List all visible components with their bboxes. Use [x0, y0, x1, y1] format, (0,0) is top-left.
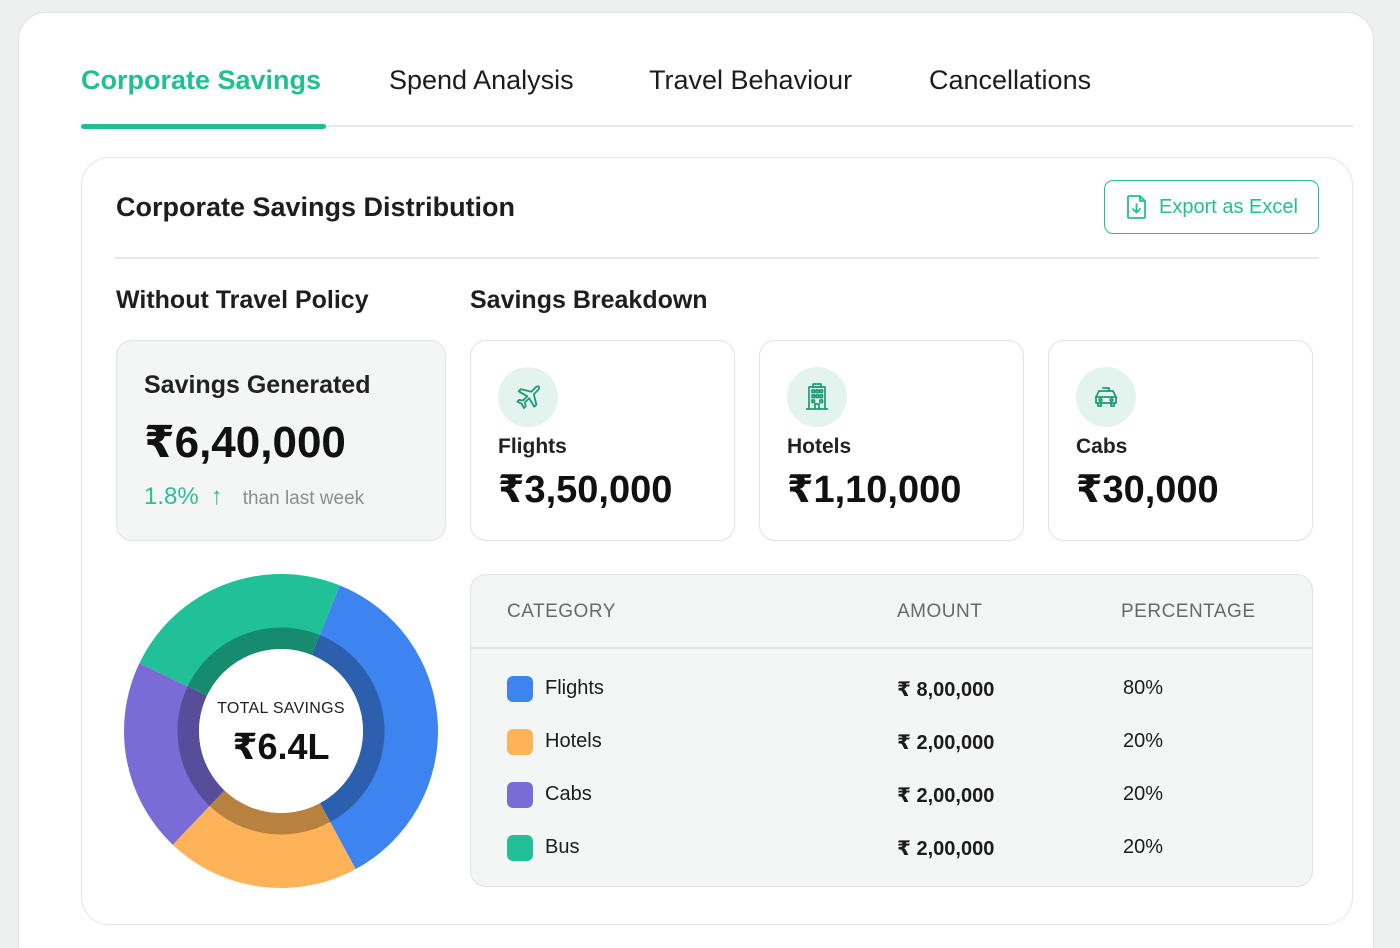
- table-row: Cabs ₹ 2,00,000 20%: [471, 775, 1312, 815]
- panel-divider: [115, 257, 1319, 259]
- tab-bar: Corporate Savings Spend Analysis Travel …: [81, 55, 1353, 129]
- row-amount: ₹ 2,00,000: [897, 785, 995, 807]
- donut-slice-flights[interactable]: [319, 585, 439, 870]
- flights-card-label: Flights: [498, 435, 567, 458]
- tab-spend-analysis[interactable]: Spend Analysis: [389, 65, 574, 95]
- export-button-label: Export as Excel: [1159, 195, 1298, 218]
- table-row: Hotels ₹ 2,00,000 20%: [471, 722, 1312, 762]
- airplane-icon: [516, 385, 541, 409]
- active-tab-indicator: [81, 124, 326, 129]
- building-icon-badge: [787, 367, 847, 427]
- column-header-percentage: PERCENTAGE: [1121, 601, 1256, 622]
- tab-travel-behaviour[interactable]: Travel Behaviour: [649, 65, 853, 95]
- row-amount: ₹ 2,00,000: [897, 838, 995, 860]
- row-category: Cabs: [545, 783, 592, 805]
- legend-swatch: [507, 729, 533, 755]
- category-table: CATEGORY AMOUNT PERCENTAGE Flights ₹ 8,0…: [470, 574, 1313, 887]
- row-percentage: 20%: [1123, 836, 1164, 858]
- savings-breakdown-heading: Savings Breakdown: [470, 286, 708, 314]
- table-header-divider: [471, 647, 1312, 649]
- dashboard-card: Corporate Savings Spend Analysis Travel …: [18, 12, 1374, 948]
- hotels-card-label: Hotels: [787, 435, 852, 458]
- savings-generated-value: ₹6,40,000: [144, 418, 346, 467]
- donut-svg: [124, 574, 439, 888]
- arrow-up-icon: ↑: [210, 483, 223, 510]
- without-policy-heading: Without Travel Policy: [116, 286, 369, 314]
- donut-hole: [199, 649, 363, 813]
- row-category: Bus: [545, 836, 580, 858]
- legend-swatch: [507, 782, 533, 808]
- row-category: Flights: [545, 677, 604, 699]
- donut-center-label: TOTAL SAVINGS: [217, 700, 345, 717]
- file-download-icon: [1127, 195, 1146, 219]
- change-percent: 1.8%: [144, 483, 199, 510]
- change-caption: than last week: [242, 488, 365, 509]
- donut-inner-ring-cabs: [177, 686, 225, 806]
- flights-savings-card: Flights ₹3,50,000: [470, 340, 735, 541]
- donut-inner-ring-hotels: [209, 790, 331, 835]
- cabs-savings-card: Cabs ₹30,000: [1048, 340, 1313, 541]
- flights-card-value: ₹3,50,000: [498, 469, 673, 511]
- taxi-icon-badge: [1076, 367, 1136, 427]
- donut-slice-cabs[interactable]: [124, 663, 210, 845]
- tab-corporate-savings[interactable]: Corporate Savings: [81, 65, 322, 95]
- row-percentage: 80%: [1123, 677, 1164, 699]
- donut-slice-bus[interactable]: [139, 574, 340, 687]
- legend-swatch: [507, 676, 533, 702]
- weekly-change: 1.8% ↑ than last week: [144, 483, 364, 511]
- donut-slice-hotels[interactable]: [172, 805, 356, 888]
- row-percentage: 20%: [1123, 783, 1164, 805]
- donut-inner-ring-flights: [311, 635, 385, 823]
- table-row: Flights ₹ 8,00,000 80%: [471, 669, 1312, 709]
- row-amount: ₹ 2,00,000: [897, 732, 995, 754]
- hotels-savings-card: Hotels ₹1,10,000: [759, 340, 1024, 541]
- savings-donut-chart: TOTAL SAVINGS ₹6.4L: [122, 572, 440, 890]
- row-category: Hotels: [545, 730, 602, 752]
- column-header-amount: AMOUNT: [897, 601, 983, 622]
- legend-swatch: [507, 835, 533, 861]
- savings-distribution-panel: Corporate Savings Distribution Export as…: [81, 157, 1353, 925]
- hotels-card-value: ₹1,10,000: [787, 469, 962, 511]
- export-excel-button[interactable]: Export as Excel: [1104, 180, 1319, 234]
- savings-generated-card: Savings Generated ₹6,40,000 1.8% ↑ than …: [116, 340, 446, 541]
- cabs-card-label: Cabs: [1076, 435, 1128, 458]
- donut-center-value: ₹6.4L: [232, 726, 330, 767]
- panel-title: Corporate Savings Distribution: [116, 192, 516, 222]
- row-amount: ₹ 8,00,000: [897, 679, 995, 701]
- airplane-icon-badge: [498, 367, 558, 427]
- row-percentage: 20%: [1123, 730, 1164, 752]
- taxi-icon: [1095, 387, 1117, 407]
- tab-bar-divider: [81, 125, 1353, 127]
- cabs-card-value: ₹30,000: [1076, 469, 1219, 511]
- savings-generated-label: Savings Generated: [144, 371, 371, 399]
- building-icon: [806, 383, 828, 410]
- table-row: Bus ₹ 2,00,000 20%: [471, 828, 1312, 868]
- column-header-category: CATEGORY: [507, 601, 616, 622]
- donut-inner-ring-bus: [187, 627, 320, 696]
- tab-cancellations[interactable]: Cancellations: [929, 65, 1092, 95]
